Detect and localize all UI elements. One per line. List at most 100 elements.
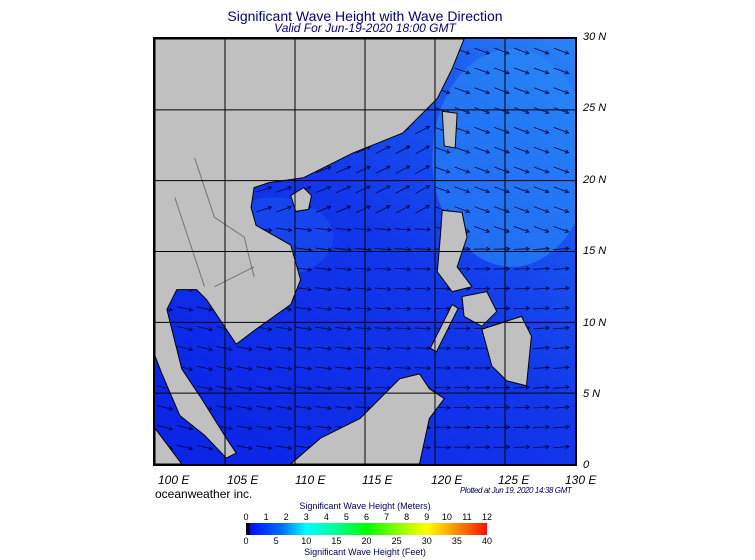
wave-arrow — [513, 47, 530, 55]
wave-arrow — [394, 365, 412, 371]
legend-meters-tick: 8 — [404, 512, 410, 522]
wave-arrow — [553, 345, 570, 350]
wave-arrow — [553, 444, 570, 450]
wave-arrow — [157, 424, 174, 431]
legend-feet-tick: 25 — [391, 536, 402, 546]
wave-arrow — [415, 205, 431, 214]
wave-arrow — [473, 444, 491, 450]
wave-arrow — [256, 366, 273, 371]
wave-arrow — [513, 206, 530, 214]
wave-arrow — [553, 127, 570, 134]
wave-arrow — [196, 385, 214, 391]
wave-arrow — [553, 67, 570, 75]
wave-arrow — [513, 166, 530, 174]
wave-arrow — [553, 186, 570, 194]
wave-arrow — [493, 286, 511, 291]
wave-arrow — [236, 385, 253, 391]
legend-feet-tick: 20 — [361, 536, 372, 546]
lat-label: 25 N — [583, 102, 607, 114]
wave-arrow — [355, 346, 372, 351]
wave-arrow — [414, 266, 432, 272]
wave-arrow — [513, 127, 530, 134]
wave-arrow — [454, 326, 471, 331]
wave-arrow — [533, 424, 551, 430]
wave-arrow — [196, 445, 214, 451]
wave-arrow — [513, 186, 530, 194]
legend-meters-tick: 10 — [441, 512, 452, 522]
wave-arrow — [533, 286, 551, 291]
wave-arrow — [473, 385, 491, 390]
wave-arrow — [434, 146, 451, 154]
wave-arrow — [355, 306, 372, 312]
legend-meters-tick: 2 — [283, 512, 289, 522]
wave-arrow — [176, 444, 194, 451]
wave-arrow — [474, 206, 491, 214]
lat-label: 0 — [583, 459, 590, 471]
wave-arrow — [335, 227, 352, 232]
wave-arrow — [236, 425, 253, 431]
wave-arrow — [394, 286, 412, 292]
wave-arrow — [474, 87, 491, 95]
wave-arrow — [216, 385, 233, 391]
wave-arrow — [295, 267, 313, 272]
wave-arrow — [533, 345, 551, 351]
wave-arrow — [295, 326, 313, 332]
lon-label: 125 E — [498, 473, 530, 487]
wave-arrow — [395, 205, 411, 214]
wave-arrow — [315, 405, 333, 411]
wave-arrow — [256, 385, 273, 391]
wave-arrow — [275, 386, 293, 391]
wave-arrow — [374, 227, 392, 232]
legend-meters-tick: 11 — [462, 512, 472, 522]
wave-arrow — [176, 306, 194, 312]
wave-arrow — [196, 365, 214, 372]
legend-meters-tick: 5 — [343, 512, 349, 522]
wave-arrow — [236, 445, 253, 451]
wave-arrow — [176, 326, 194, 332]
lat-label: 30 N — [583, 31, 607, 43]
wave-arrow — [375, 205, 391, 214]
land-taiwan — [441, 110, 458, 149]
wave-arrow — [315, 425, 333, 431]
wave-arrow — [473, 425, 491, 430]
legend-feet-tick: 5 — [273, 536, 279, 546]
wave-arrow — [415, 185, 431, 194]
wave-arrow — [533, 365, 551, 370]
wave-arrow — [176, 425, 194, 431]
wave-arrow — [374, 306, 392, 312]
wave-arrow — [473, 266, 491, 272]
wave-arrow — [315, 267, 333, 272]
wave-arrow — [395, 145, 411, 154]
wave-arrow — [454, 206, 471, 214]
wave-arrow — [513, 405, 531, 410]
wave-arrow — [533, 67, 550, 75]
wave-arrow — [375, 165, 391, 174]
wave-arrow — [434, 365, 452, 371]
wave-arrow — [394, 247, 412, 252]
legend-feet-tick: 35 — [451, 536, 462, 546]
wave-arrow — [494, 186, 510, 194]
wave-arrow — [295, 405, 313, 411]
legend-meters-tick: 9 — [424, 512, 430, 522]
land-visayas — [461, 291, 498, 327]
wave-arrow — [494, 226, 510, 233]
wave-arrow — [513, 87, 530, 95]
wave-arrow — [533, 206, 550, 214]
wave-arrow — [276, 185, 293, 193]
legend-meters-tick: 1 — [263, 512, 269, 522]
wave-arrow — [493, 385, 511, 390]
wave-arrow — [216, 365, 233, 372]
wave-arrow — [374, 286, 392, 292]
wave-arrow — [335, 165, 352, 174]
land-mainland-asia — [154, 38, 465, 459]
wave-arrow — [454, 444, 471, 450]
lon-label: 105 E — [227, 473, 259, 487]
wave-arrow — [315, 227, 333, 233]
wave-arrow — [513, 246, 531, 252]
wave-arrow — [355, 385, 372, 391]
wave-arrow — [196, 345, 214, 352]
wave-arrow — [414, 365, 432, 371]
wave-arrow — [473, 405, 491, 410]
wave-arrow — [553, 305, 570, 311]
legend-feet-tick: 10 — [301, 536, 312, 546]
